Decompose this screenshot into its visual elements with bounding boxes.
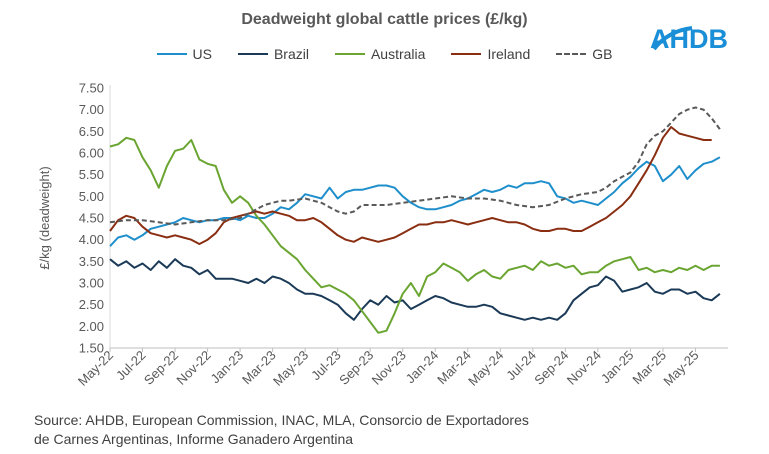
legend-item-brazil: Brazil	[237, 46, 309, 62]
legend-item-us: US	[156, 46, 212, 62]
x-tick-label: May-25	[660, 348, 701, 389]
x-tick-label: Sep-22	[141, 348, 181, 388]
y-tick-label: 3.50	[79, 254, 104, 269]
x-tick-label: Sep-24	[531, 348, 571, 388]
legend-swatch	[556, 53, 587, 55]
y-tick-label: 7.00	[79, 102, 104, 117]
y-tick-label: 2.50	[79, 297, 104, 312]
y-tick-label: 5.50	[79, 167, 104, 182]
y-tick-label: 5.00	[79, 189, 104, 204]
legend-swatch	[334, 53, 365, 55]
y-tick-label: 4.00	[79, 232, 104, 247]
y-axis-label: £/kg (deadweight)	[37, 166, 52, 269]
source-line-1: Source: AHDB, European Commission, INAC,…	[34, 412, 529, 428]
series-line-gb	[109, 106, 721, 226]
legend-item-ireland: Ireland	[451, 46, 530, 62]
x-tick-label: Jan-24	[403, 348, 442, 387]
series-line-us	[109, 156, 721, 247]
legend-item-australia: Australia	[334, 46, 426, 62]
x-tick-label: Jan-25	[598, 348, 637, 387]
legend-label: Brazil	[273, 46, 309, 62]
logo-text: AHDB	[650, 24, 728, 53]
x-tick-labels: May-22Jul-22Sep-22Nov-22Jan-23Mar-23May-…	[75, 348, 702, 389]
x-tick-label: Nov-24	[564, 348, 604, 388]
y-tick-labels: 1.50 2.00 2.50 3.00 3.50 4.00 4.50 5.00 5.50 6.00…	[79, 81, 104, 356]
x-tick-label: Nov-23	[369, 348, 409, 388]
legend-label: Ireland	[487, 46, 531, 62]
y-tick-label: 1.50	[79, 341, 104, 356]
legend-item-gb: GB	[556, 46, 612, 62]
x-tick-label: Jan-23	[208, 348, 247, 387]
logo-arc	[652, 26, 693, 51]
series-lines	[109, 106, 721, 334]
y-tick-label: 2.00	[79, 319, 104, 334]
x-tick-label: May-23	[270, 348, 311, 389]
y-tick-label: 7.50	[79, 81, 104, 96]
chart-title: Deadweight global cattle prices (£/kg)	[241, 11, 528, 28]
x-tick-label: Nov-22	[173, 348, 213, 388]
source-line-2: de Carnes Argentinas, Informe Ganadero A…	[34, 431, 354, 447]
series-line-australia	[109, 136, 720, 334]
legend-label: Australia	[370, 46, 426, 62]
series-line-brazil	[109, 258, 721, 321]
ahdb-logo: AHDB	[650, 24, 728, 53]
legend-swatch	[237, 53, 268, 55]
x-tick-label: May-24	[465, 348, 506, 389]
legend-label: US	[192, 46, 212, 62]
source-note: Source: AHDB, European Commission, INAC,…	[34, 411, 754, 449]
y-tick-label: 3.00	[79, 276, 104, 291]
y-tick-label: 6.50	[79, 124, 104, 139]
y-tick-label: 4.50	[79, 211, 104, 226]
x-tick-label: Sep-23	[336, 348, 376, 388]
legend-swatch	[451, 53, 482, 55]
legend-label: GB	[592, 46, 613, 62]
chart-legend: US Brazil Australia Ireland GB	[0, 46, 769, 62]
line-chart: 1.50 2.00 2.50 3.00 3.50 4.00 4.50 5.00 5.50 6.00…	[37, 81, 728, 389]
y-tick-label: 6.00	[79, 146, 104, 161]
legend-swatch	[156, 53, 187, 55]
series-line-ireland	[109, 126, 712, 245]
